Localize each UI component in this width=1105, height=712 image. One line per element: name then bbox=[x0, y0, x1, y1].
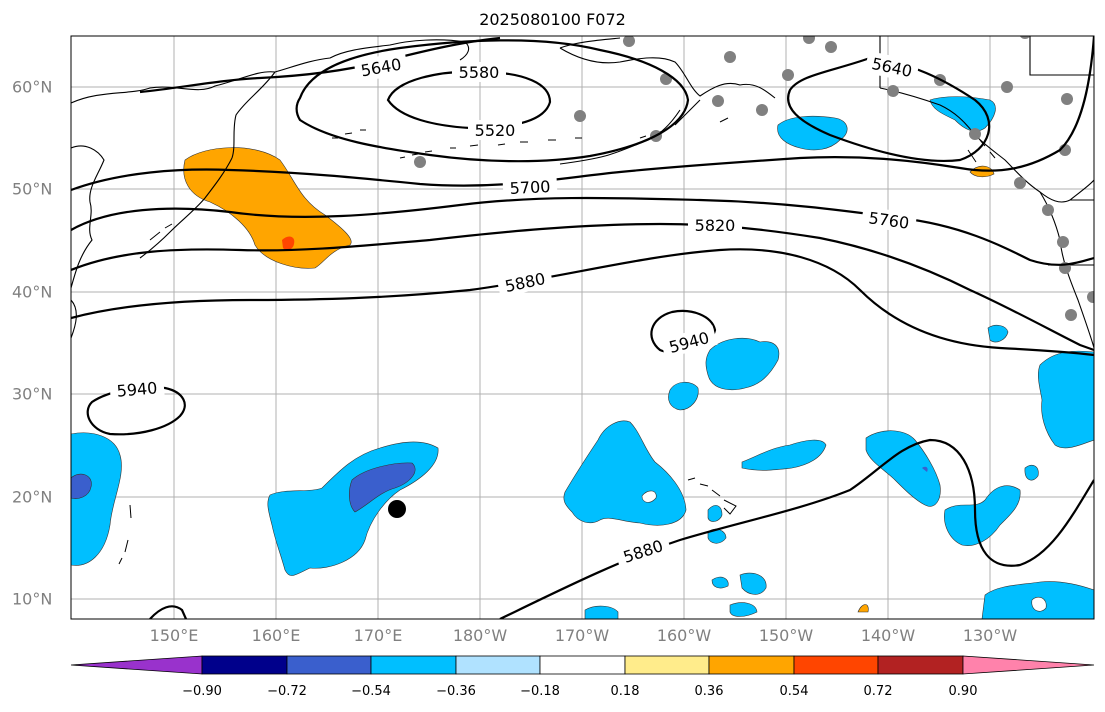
contour-label: 5760 bbox=[867, 208, 910, 232]
contour-5640-east bbox=[787, 56, 991, 163]
map-title: 2025080100 F072 bbox=[479, 10, 626, 29]
colorbar-segment bbox=[708, 655, 795, 675]
contour-label: 5940 bbox=[116, 378, 158, 400]
blue-shade bbox=[865, 430, 941, 507]
colorbar-segment bbox=[539, 655, 626, 675]
colorbar-extend-low bbox=[70, 655, 203, 675]
colorbar-segment bbox=[455, 655, 541, 675]
lon-label: 150°W bbox=[758, 626, 814, 645]
shaded-anomalies bbox=[71, 96, 1094, 619]
coastlines bbox=[71, 36, 1094, 349]
blue-shade bbox=[705, 337, 780, 391]
colorbar-tick: 0.18 bbox=[610, 684, 640, 699]
contour-5700 bbox=[71, 36, 1094, 192]
colorbar-segment bbox=[286, 655, 372, 675]
colorbar-tick: 0.90 bbox=[948, 684, 978, 699]
blue-shade bbox=[729, 602, 758, 617]
blue-shade bbox=[71, 432, 122, 566]
white-hole bbox=[1031, 596, 1047, 612]
blue-shade bbox=[777, 115, 848, 151]
darkblue-shade bbox=[922, 466, 928, 472]
colorbar-segment bbox=[201, 655, 288, 675]
blue-shade bbox=[944, 485, 1021, 546]
blue-shade bbox=[739, 572, 767, 595]
lon-label: 160°W bbox=[656, 626, 712, 645]
lon-label: 140°W bbox=[860, 626, 916, 645]
lat-label: 30°N bbox=[12, 384, 53, 404]
blue-shade bbox=[707, 505, 723, 522]
contour-label: 5640 bbox=[359, 55, 402, 81]
contour-label: 5580 bbox=[459, 63, 500, 82]
lat-label: 20°N bbox=[12, 487, 53, 507]
white-hole bbox=[641, 490, 657, 503]
lat-label: 50°N bbox=[12, 179, 53, 199]
colorbar-segment bbox=[793, 655, 879, 675]
lat-label: 10°N bbox=[12, 589, 53, 609]
contour-label: 5940 bbox=[667, 328, 711, 357]
colorbar-tick: −0.18 bbox=[520, 684, 560, 699]
lat-label: 60°N bbox=[12, 77, 53, 97]
contour-label: 5880 bbox=[621, 536, 666, 567]
lon-label: 170°W bbox=[554, 626, 610, 645]
colorbar-segment bbox=[624, 655, 710, 675]
lon-label: 150°E bbox=[149, 626, 199, 645]
colorbar-tick: 0.72 bbox=[863, 684, 893, 699]
blue-shade bbox=[563, 420, 687, 526]
map-frame bbox=[70, 35, 1095, 620]
colorbar-tick: −0.36 bbox=[436, 684, 476, 699]
contour-label: 5820 bbox=[695, 216, 736, 235]
colorbar-tick: −0.54 bbox=[351, 684, 391, 699]
gridlines bbox=[71, 36, 1094, 619]
lon-label: 130°W bbox=[962, 626, 1018, 645]
colorbar-tick: 0.54 bbox=[779, 684, 809, 699]
blue-shade bbox=[1024, 464, 1039, 481]
contour-5820 bbox=[71, 222, 1094, 352]
blue-shade bbox=[987, 324, 1009, 343]
contour-label: 5700 bbox=[509, 177, 551, 198]
darkblue-shade bbox=[71, 473, 92, 499]
blue-shade bbox=[1038, 350, 1094, 449]
contour-label: 5520 bbox=[475, 121, 516, 140]
darkblue-shade bbox=[349, 462, 416, 513]
colorbar-segment bbox=[370, 655, 457, 675]
contour-5580 bbox=[295, 39, 690, 163]
colorbar-extend-high bbox=[962, 655, 1095, 675]
colorbar-segment bbox=[877, 655, 964, 675]
contour-label: 5640 bbox=[870, 54, 914, 81]
contour-5760 bbox=[71, 196, 1094, 266]
blue-shade bbox=[711, 576, 729, 589]
lat-label: 40°N bbox=[12, 282, 53, 302]
colorbar bbox=[70, 655, 1095, 675]
orange-shade-tiny bbox=[857, 604, 869, 613]
colorbar-tick: −0.72 bbox=[267, 684, 307, 699]
lon-label: 170°E bbox=[353, 626, 403, 645]
red-shade bbox=[282, 236, 295, 251]
contour-label-group: 5640 5580 5520 5640 5700 5760 5820 5880 … bbox=[109, 50, 920, 569]
blue-shade bbox=[668, 381, 699, 411]
lon-label: 160°E bbox=[251, 626, 301, 645]
contour-5880-north bbox=[71, 248, 1094, 357]
orange-shade bbox=[183, 147, 352, 269]
blue-shade bbox=[584, 605, 619, 619]
contour-5940-west bbox=[86, 386, 186, 436]
lon-label: 180°W bbox=[452, 626, 508, 645]
colorbar-tick: 0.36 bbox=[694, 684, 724, 699]
blue-shade bbox=[741, 439, 827, 471]
contour-5880-sw bbox=[149, 605, 188, 619]
contour-5640-west bbox=[139, 36, 501, 94]
typhoon-marker bbox=[388, 500, 406, 518]
colorbar-tick: −0.90 bbox=[182, 684, 222, 699]
